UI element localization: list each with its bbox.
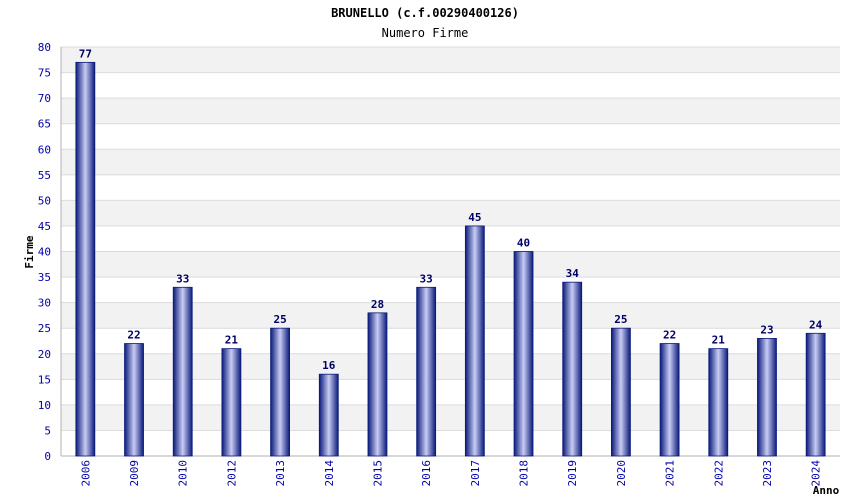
bar-2023 bbox=[757, 338, 777, 457]
bar-2021 bbox=[659, 343, 680, 457]
x-tick-label: 2024 bbox=[810, 460, 823, 487]
y-tick-label: 75 bbox=[38, 67, 51, 80]
grid-band bbox=[61, 98, 840, 124]
y-tick-labels: 0 5 10 15 20 25 30 35 40 45 50 55 60 65 70 75 80 bbox=[38, 41, 51, 463]
bar-2012 bbox=[221, 348, 242, 457]
grid-band bbox=[61, 149, 840, 175]
bar-2009 bbox=[124, 343, 144, 457]
x-tick-label: 2019 bbox=[566, 460, 579, 487]
x-tick-label: 2012 bbox=[225, 460, 238, 487]
y-tick-label: 65 bbox=[38, 118, 51, 131]
data-label: 25 bbox=[273, 313, 286, 326]
x-tick-label: 2020 bbox=[615, 460, 628, 487]
grid-band bbox=[61, 251, 840, 278]
bar-2022 bbox=[708, 348, 729, 457]
y-tick-label: 5 bbox=[44, 424, 51, 437]
data-label: 16 bbox=[322, 359, 336, 372]
y-tick-label: 20 bbox=[38, 348, 51, 361]
data-label: 24 bbox=[809, 318, 823, 331]
bar-2014 bbox=[318, 373, 339, 457]
y-tick-label: 80 bbox=[38, 41, 51, 54]
y-tick-label: 30 bbox=[38, 297, 51, 310]
x-tick-label: 2013 bbox=[274, 460, 287, 487]
x-tick-label: 2014 bbox=[323, 460, 336, 487]
data-label: 33 bbox=[420, 272, 433, 285]
x-tick-label: 2022 bbox=[712, 460, 725, 487]
y-tick-label: 10 bbox=[38, 399, 51, 412]
x-tick-label: 2021 bbox=[664, 460, 677, 487]
bar-2010 bbox=[172, 286, 193, 457]
data-label: 25 bbox=[614, 313, 627, 326]
data-label: 40 bbox=[517, 237, 530, 250]
y-tick-label: 35 bbox=[38, 271, 51, 284]
chart-title: BRUNELLO (c.f.00290400126) bbox=[331, 6, 519, 20]
bar-2017 bbox=[464, 225, 485, 457]
x-tick-label: 2023 bbox=[761, 460, 774, 487]
chart-subtitle: Numero Firme bbox=[382, 26, 469, 40]
x-tick-label: 2017 bbox=[469, 460, 482, 487]
y-tick-label: 25 bbox=[38, 322, 51, 335]
data-label: 77 bbox=[79, 47, 92, 60]
data-label: 22 bbox=[127, 329, 140, 342]
x-tick-labels: 2006 2009 2010 2012 2013 2014 2015 2016 2017 2018… bbox=[79, 460, 822, 487]
data-label: 22 bbox=[663, 329, 676, 342]
y-tick-label: 0 bbox=[44, 450, 51, 463]
bar-2006 bbox=[75, 61, 96, 457]
y-axis-label: Firme bbox=[23, 235, 36, 268]
y-tick-label: 15 bbox=[38, 373, 51, 386]
x-axis-label: Anno bbox=[813, 484, 840, 497]
bar-2020 bbox=[611, 327, 631, 457]
bar-2015 bbox=[367, 312, 388, 457]
data-label: 33 bbox=[176, 272, 189, 285]
data-label: 21 bbox=[712, 334, 726, 347]
bar-2016 bbox=[416, 286, 437, 457]
x-tick-label: 2009 bbox=[128, 460, 141, 487]
y-tick-label: 55 bbox=[38, 169, 51, 182]
x-tick-label: 2015 bbox=[371, 460, 384, 487]
grid-band bbox=[61, 47, 840, 73]
bars bbox=[75, 61, 826, 457]
x-tick-label: 2006 bbox=[79, 460, 92, 487]
y-tick-label: 70 bbox=[38, 92, 51, 105]
data-label: 34 bbox=[566, 267, 580, 280]
bar-2018 bbox=[513, 251, 534, 457]
x-tick-label: 2016 bbox=[420, 460, 433, 487]
x-tick-label: 2010 bbox=[177, 460, 190, 487]
x-tick-label: 2018 bbox=[518, 460, 531, 487]
data-label: 28 bbox=[371, 298, 384, 311]
bar-2013 bbox=[270, 327, 290, 457]
y-tick-label: 50 bbox=[38, 194, 51, 207]
grid-band bbox=[61, 200, 840, 226]
data-label: 45 bbox=[468, 211, 481, 224]
data-label: 23 bbox=[760, 323, 773, 336]
bar-2019 bbox=[562, 281, 583, 457]
y-tick-label: 40 bbox=[38, 246, 51, 259]
y-tick-label: 60 bbox=[38, 143, 51, 156]
data-label: 21 bbox=[225, 334, 239, 347]
data-labels: 77 22 33 21 25 16 28 33 45 40 34 25 22 21 23 24 bbox=[79, 47, 823, 372]
bar-2024 bbox=[805, 332, 826, 457]
y-tick-label: 45 bbox=[38, 220, 51, 233]
